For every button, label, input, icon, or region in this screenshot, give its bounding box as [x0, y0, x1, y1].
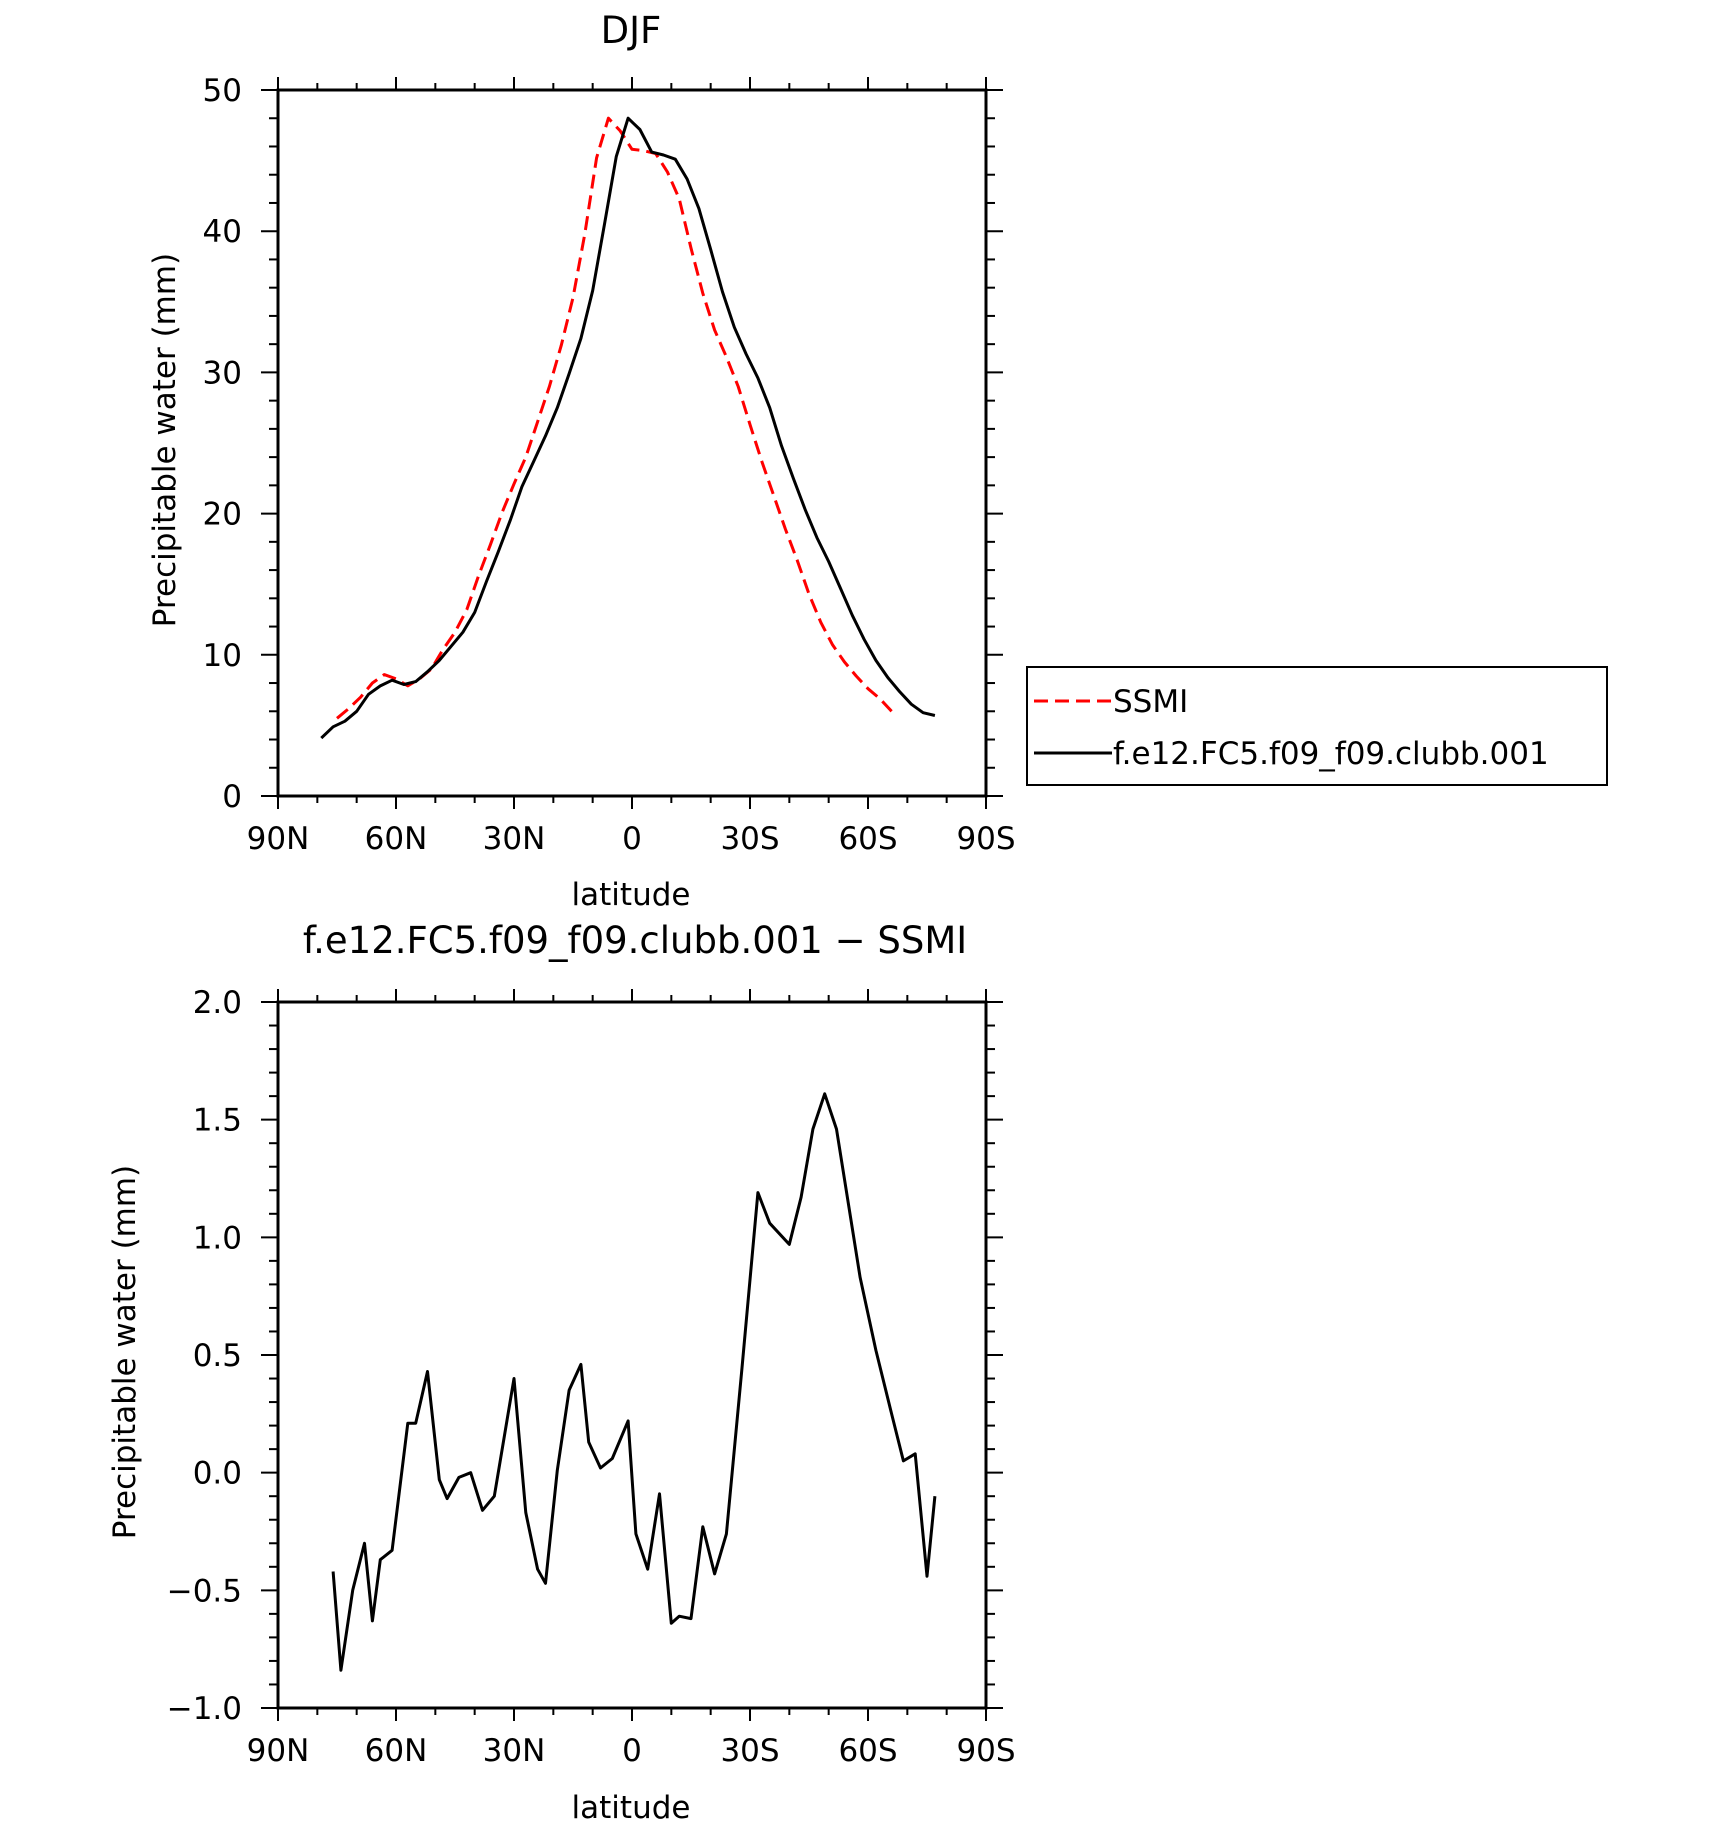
- y-axis-label: Precipitable water (mm): [107, 1165, 143, 1539]
- bottom-panel: f.e12.FC5.f09_f09.clubb.001 − SSMI 90N 60…: [107, 919, 1016, 1822]
- x-tick-label: 30N: [483, 1733, 546, 1769]
- y-tick-label: 2.0: [193, 985, 242, 1021]
- x-tick-label: 60S: [838, 821, 897, 857]
- y-tick-label: 50: [203, 73, 242, 109]
- plot-frame: [276, 88, 988, 798]
- x-tick-label: 90S: [956, 1733, 1015, 1769]
- legend: SSMI f.e12.FC5.f09_f09.clubb.001: [1026, 666, 1608, 786]
- x-tick-label: 60N: [365, 1733, 428, 1769]
- y-tick-label: 10: [203, 638, 242, 674]
- series-line-difference-0: [331, 1092, 937, 1672]
- plot-area: 90N 60N 30N 0 30S 60S 90S −1.0 −0.5 0.0 0.5 1.0 1.5 2…: [167, 985, 1016, 1769]
- y-tick-label: 1.5: [193, 1103, 242, 1139]
- y-tick-label: 20: [203, 497, 242, 533]
- series-line-ssmi: [336, 116, 893, 720]
- x-tick-label: 0: [622, 1733, 642, 1769]
- legend-label-model: f.e12.FC5.f09_f09.clubb.001: [1113, 736, 1549, 772]
- x-tick-label: 90N: [247, 1733, 310, 1769]
- plot-frame: [276, 1000, 988, 1710]
- x-tick-label: 30N: [483, 821, 546, 857]
- x-axis-label: latitude: [572, 877, 691, 913]
- x-tick-label: 90N: [247, 821, 310, 857]
- y-tick-label: 40: [203, 214, 242, 250]
- y-tick-label: 0.0: [193, 1456, 242, 1492]
- legend-box: [1026, 666, 1608, 786]
- y-tick-label: −1.0: [167, 1691, 242, 1727]
- chart-title: f.e12.FC5.f09_f09.clubb.001 − SSMI: [303, 919, 967, 962]
- x-tick-label: 30S: [720, 821, 779, 857]
- y-tick-label: 1.0: [193, 1220, 242, 1256]
- y-tick-label: 0.5: [193, 1338, 242, 1374]
- y-axis-label: Precipitable water (mm): [147, 253, 183, 627]
- y-tick-label: 0: [222, 779, 242, 815]
- plot-area: 90N 60N 30N 0 30S 60S 90S 0 10 20 30 40 50: [203, 73, 1016, 857]
- x-tick-label: 90S: [956, 821, 1015, 857]
- x-axis-label: latitude: [572, 1790, 691, 1822]
- series-line-f-e12-fc5-f09-f09-clubb-001: [320, 116, 936, 740]
- legend-label-ssmi: SSMI: [1113, 684, 1188, 720]
- y-tick-label: 30: [203, 355, 242, 391]
- x-tick-label: 60S: [838, 1733, 897, 1769]
- top-panel: DJF 90N 60N 30N 0 30S 60S 90S 0 10 20 30 40 50 latit…: [147, 9, 1608, 913]
- x-tick-label: 60N: [365, 821, 428, 857]
- x-tick-label: 0: [622, 821, 642, 857]
- x-tick-label: 30S: [720, 1733, 779, 1769]
- y-tick-label: −0.5: [167, 1573, 242, 1609]
- chart-title: DJF: [601, 9, 662, 52]
